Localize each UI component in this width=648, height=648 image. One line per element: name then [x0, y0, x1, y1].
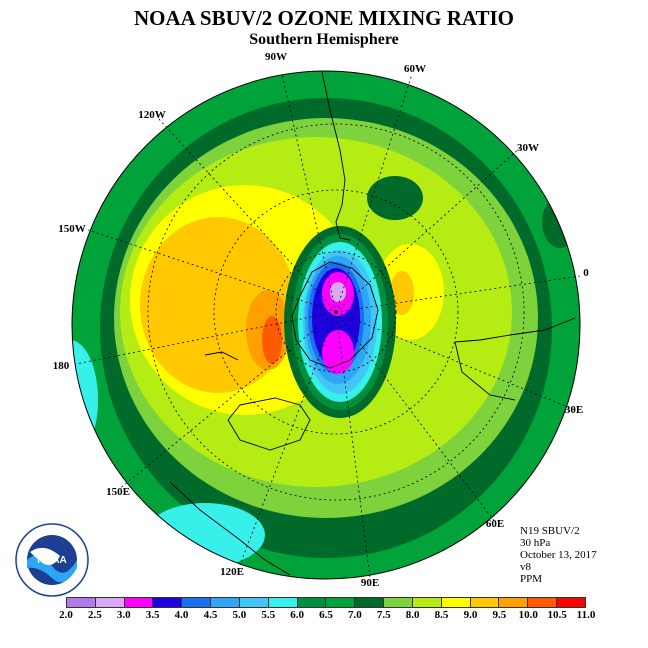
legend-tick-label: 4.0: [174, 609, 189, 621]
vortex-2-5: [330, 282, 346, 302]
map-title: NOAA SBUV/2 OZONE MIXING RATIO: [134, 6, 514, 30]
legend-swatch: [67, 598, 96, 607]
legend-tick-label: 6.0: [290, 609, 304, 621]
lon-label-30w: 30W: [517, 142, 539, 154]
legend-tick-label: 11.0: [576, 609, 596, 621]
legend-swatch: [441, 598, 471, 607]
legend-swatch: [153, 598, 183, 607]
graticule: [75, 73, 581, 579]
legend-swatch: [412, 598, 442, 607]
legend-swatch: [182, 598, 212, 607]
legend-swatch: [268, 598, 298, 607]
legend-tick-label: 7.5: [376, 609, 391, 621]
lon-label-180: 180: [52, 360, 70, 372]
legend-tick-label: 5.5: [261, 609, 276, 621]
ozone-cyan-south: [145, 503, 265, 567]
legend-tick-label: 8.5: [434, 609, 449, 621]
legend-tick-label: 6.5: [319, 609, 333, 621]
legend-swatch: [297, 598, 327, 607]
lon-label-150e: 150E: [106, 486, 130, 498]
legend-swatch: [95, 598, 125, 607]
legend-ticks: 2.0 2.5 3.0 3.5 4.0 4.5 5.0 5.5 6.0 6.5 7.0 7.5 8.0 8…: [59, 609, 595, 623]
legend-tick-label: 2.0: [59, 609, 73, 621]
map-outline: [71, 70, 581, 580]
legend-swatch: [211, 598, 240, 607]
legend-tick-label: 3.5: [145, 609, 160, 621]
color-legend: [66, 597, 586, 608]
vortex-3-0-south: [322, 330, 354, 374]
legend-swatch: [528, 598, 558, 607]
legend-swatch: [470, 598, 500, 607]
ozone-dark-patch-ne: [367, 176, 423, 220]
legend-tick-label: 9.5: [492, 609, 507, 621]
legend-tick-label: 2.5: [88, 609, 102, 621]
lon-label-0: 0: [583, 267, 589, 279]
legend-swatch: [499, 598, 529, 607]
lon-label-150w: 150W: [58, 223, 86, 235]
lon-label-30e: 30E: [564, 404, 584, 416]
ozone-band-9-0-east: [390, 271, 414, 315]
info-version: v8: [520, 561, 531, 573]
ozone-band-10-0: [262, 316, 282, 364]
lon-label-120e: 120E: [220, 566, 244, 578]
legend-swatch: [239, 598, 269, 607]
ozone-cyan-west: [72, 340, 98, 460]
legend-swatch: [384, 598, 413, 607]
legend-swatch: [557, 598, 585, 607]
lon-label-60w: 60W: [404, 63, 426, 75]
noaa-logo: NOAA: [14, 522, 90, 598]
legend-tick-label: 9.0: [463, 609, 478, 621]
lon-label-60e: 60E: [485, 518, 505, 530]
legend-tick-label: 10.5: [547, 609, 567, 621]
legend-swatch: [355, 598, 385, 607]
ozone-dark-patch-e: [542, 196, 578, 248]
legend-swatch: [124, 598, 154, 607]
legend-tick-label: 7.0: [348, 609, 362, 621]
lon-label-120w: 120W: [138, 109, 166, 121]
info-block: N19 SBUV/2 30 hPa October 13, 2017 v8 PP…: [520, 525, 597, 585]
legend-tick-label: 8.0: [405, 609, 420, 621]
lon-label-90e: 90E: [360, 577, 380, 589]
legend-swatch: [326, 598, 356, 607]
map-subtitle: Southern Hemisphere: [249, 31, 399, 48]
logo-text: NOAA: [37, 555, 66, 566]
legend-tick-label: 10.0: [518, 609, 538, 621]
coastlines: [169, 71, 576, 576]
info-date: October 13, 2017: [520, 549, 597, 561]
legend-tick-label: 5.0: [232, 609, 247, 621]
info-level: 30 hPa: [520, 537, 551, 549]
legend-tick-label: 3.0: [116, 609, 131, 621]
lon-label-90w: 90W: [265, 51, 287, 63]
legend-tick-label: 4.5: [203, 609, 218, 621]
info-satellite: N19 SBUV/2: [520, 525, 580, 537]
info-units: PPM: [520, 573, 543, 585]
